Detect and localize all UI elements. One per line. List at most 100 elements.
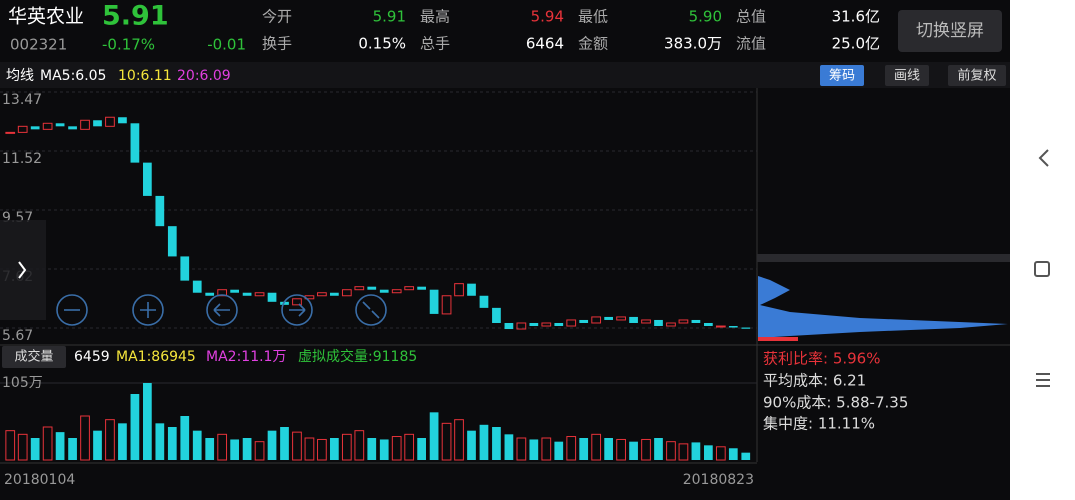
candle	[417, 286, 426, 290]
tool-button[interactable]	[885, 65, 929, 86]
y-tick-label: 5.67	[2, 328, 33, 344]
candle	[516, 322, 527, 330]
candle	[330, 292, 339, 296]
candle	[641, 319, 651, 324]
volume-bar	[529, 439, 539, 460]
volume-bar	[317, 438, 327, 461]
volume-bar	[143, 383, 152, 460]
volume-bar	[205, 438, 215, 460]
candle	[741, 327, 751, 329]
menu-icon[interactable]	[1036, 373, 1050, 387]
volume-bar	[641, 438, 651, 461]
back-icon[interactable]	[1038, 149, 1049, 167]
volume-bar	[130, 394, 140, 460]
volume-bar	[118, 423, 127, 460]
home-icon[interactable]	[1034, 261, 1050, 277]
volume-bar	[80, 415, 90, 461]
volume-bar	[566, 436, 577, 461]
volume-bar	[467, 430, 476, 460]
volume-bar	[579, 438, 589, 460]
volume-bar	[354, 430, 365, 461]
volume-button[interactable]	[2, 346, 66, 368]
price: 5.91	[102, 1, 169, 32]
stat-value: 0.15%	[358, 35, 406, 53]
chip-distribution	[758, 276, 1008, 338]
candle	[354, 286, 365, 291]
volume-bar	[591, 433, 602, 461]
candle	[429, 289, 439, 314]
volume-bar	[93, 430, 102, 460]
stat-value: 6464	[526, 35, 564, 53]
volume-bar	[230, 439, 239, 460]
volume-bar	[391, 436, 402, 461]
candle	[167, 226, 177, 257]
tool-label: 画线	[894, 69, 920, 84]
volume-bar	[604, 438, 613, 460]
volume-bar	[267, 430, 277, 460]
volume-bar	[55, 432, 65, 460]
candle	[254, 292, 265, 297]
candle	[541, 322, 552, 327]
pan-right[interactable]	[281, 294, 313, 326]
candle	[728, 326, 738, 328]
candle	[554, 322, 564, 327]
stat-label: 流值	[736, 35, 766, 53]
volume-bar	[541, 437, 552, 461]
tool-button[interactable]	[948, 65, 1006, 86]
shrink[interactable]	[355, 294, 387, 326]
candle	[654, 319, 663, 327]
candle	[616, 316, 626, 321]
zoom-out[interactable]	[56, 294, 88, 326]
stat-label: 最高	[420, 8, 450, 26]
x-label-end: 20180823	[683, 472, 754, 488]
candle	[691, 319, 701, 323]
volume-bar	[516, 437, 527, 461]
volume-bar	[417, 438, 426, 460]
ma20: 20:6.09	[177, 68, 231, 84]
candle	[579, 319, 589, 323]
volume-bar	[30, 438, 40, 460]
volume-bar	[254, 441, 265, 461]
volume-bar	[704, 445, 713, 460]
chip-profit	[758, 337, 798, 341]
stat-label: 换手	[262, 35, 292, 53]
change: -0.01	[207, 36, 246, 54]
candle	[715, 325, 726, 328]
candle	[130, 123, 140, 163]
volume-bar	[441, 422, 452, 461]
candle	[143, 162, 152, 196]
tool-button[interactable]	[820, 65, 864, 86]
y-tick-label: 13.47	[2, 92, 42, 108]
candle	[42, 122, 53, 130]
pan-left[interactable]	[206, 294, 238, 326]
orientation-button[interactable]	[898, 10, 1002, 52]
volume-bar	[180, 416, 190, 460]
candle	[242, 292, 252, 296]
candle	[367, 286, 377, 290]
candle	[678, 319, 689, 324]
candle	[55, 123, 65, 127]
ma-label: 均线	[6, 68, 34, 84]
candle	[391, 289, 402, 294]
candle	[280, 301, 289, 305]
volume-bar	[192, 430, 202, 460]
candle	[68, 126, 77, 130]
volume-bar	[242, 438, 252, 460]
virtual-volume: 虚拟成交量:91185	[298, 348, 417, 365]
zoom-in[interactable]	[132, 294, 164, 326]
stat-label: 总手	[420, 35, 450, 53]
candle	[504, 322, 514, 330]
orientation-label: 切换竖屏	[916, 21, 984, 41]
volume-bar	[554, 441, 564, 460]
expand-icon	[18, 261, 27, 279]
code: 002321	[10, 36, 67, 54]
candle	[467, 283, 476, 296]
volume-value: 6459	[74, 349, 110, 365]
volume-bar	[741, 452, 751, 460]
candle	[155, 195, 165, 227]
stat-label: 总值	[736, 8, 766, 26]
candle	[591, 316, 602, 324]
expand-tab[interactable]	[0, 220, 46, 320]
volume-bar	[330, 438, 339, 460]
volume-bar	[715, 446, 726, 461]
